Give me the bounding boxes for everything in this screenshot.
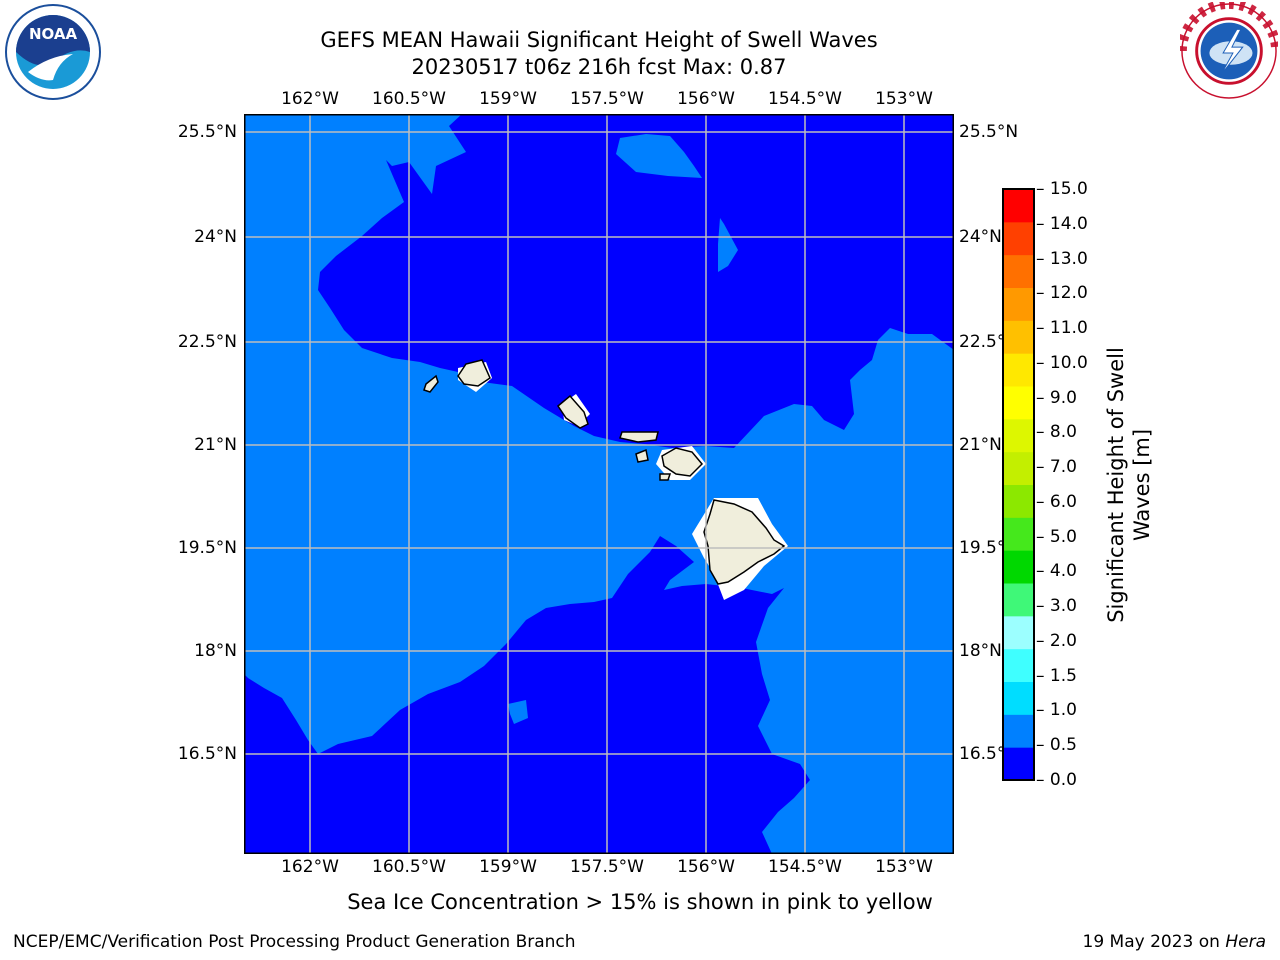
- colorbar-segment: [1003, 353, 1034, 387]
- colorbar-segment: [1003, 386, 1034, 420]
- lon-label-top: 156°W: [677, 89, 735, 109]
- swell-medium-region: [244, 114, 954, 854]
- colorbar-tick-label: – 1.5: [1036, 665, 1077, 686]
- lat-label-right: 21°N: [959, 435, 1002, 455]
- colorbar-segment: [1003, 189, 1034, 223]
- lat-label-right: 25.5°N: [959, 122, 1019, 142]
- svg-text:NOAA: NOAA: [29, 25, 78, 43]
- colorbar-segment: [1003, 550, 1034, 584]
- noaa-logo: NOAA: [5, 4, 101, 100]
- colorbar-tick-label: – 4.0: [1036, 561, 1077, 582]
- lon-label-top: 154.5°W: [768, 89, 842, 109]
- lat-label-left: 19.5°N: [177, 538, 237, 558]
- colorbar-tick-label: – 1.0: [1036, 700, 1077, 721]
- lon-label-top: 162°W: [281, 89, 339, 109]
- colorbar-segment: [1003, 681, 1034, 715]
- footer-host: Hera: [1225, 932, 1266, 952]
- wave-height-map: [244, 114, 954, 854]
- colorbar-tick-label: – 9.0: [1036, 387, 1077, 408]
- lon-label-bottom: 153°W: [875, 857, 933, 877]
- colorbar-segment: [1003, 418, 1034, 453]
- chart-title: GEFS MEAN Hawaii Significant Height of S…: [320, 28, 878, 52]
- colorbar: [1002, 188, 1035, 781]
- colorbar-tick-label: – 14.0: [1036, 213, 1088, 234]
- lat-label-left: 16.5°N: [177, 744, 237, 764]
- footer-credit: NCEP/EMC/Verification Post Processing Pr…: [13, 932, 576, 952]
- colorbar-segment: [1003, 287, 1034, 321]
- colorbar-segment: [1003, 583, 1034, 617]
- footer-date: 19 May 2023 on Hera: [1082, 932, 1267, 952]
- colorbar-tick-label: – 10.0: [1036, 352, 1088, 373]
- colorbar-label: Significant Height of Swell Waves [m]: [1104, 347, 1154, 623]
- colorbar-segment: [1003, 747, 1034, 781]
- lon-label-top: 157.5°W: [570, 89, 644, 109]
- lon-label-bottom: 156°W: [677, 857, 735, 877]
- national-weather-service-logo: [1180, 2, 1278, 99]
- lat-label-left: 18°N: [194, 641, 237, 661]
- lat-label-left: 24°N: [194, 227, 237, 247]
- colorbar-tick-label: – 0.0: [1036, 770, 1077, 790]
- colorbar-tick-label: – 15.0: [1036, 179, 1088, 199]
- lat-label-right: 18°N: [959, 641, 1002, 661]
- island-oahu: [557, 394, 589, 429]
- lon-label-top: 153°W: [875, 89, 933, 109]
- lon-label-bottom: 159°W: [479, 857, 537, 877]
- colorbar-segment: [1003, 254, 1034, 288]
- colorbar-tick-label: – 3.0: [1036, 596, 1077, 617]
- colorbar-tick-label: – 2.0: [1036, 630, 1077, 651]
- island-kauai: [457, 359, 491, 387]
- colorbar-tick-label: – 8.0: [1036, 422, 1077, 443]
- colorbar-tick-label: – 0.5: [1036, 735, 1077, 756]
- island-molokai: [619, 431, 659, 443]
- colorbar-segment: [1003, 714, 1034, 748]
- colorbar-segment: [1003, 648, 1034, 682]
- colorbar-tick-label: – 12.0: [1036, 283, 1088, 304]
- colorbar-tick-label: – 13.0: [1036, 248, 1088, 269]
- graticule: [244, 114, 954, 854]
- chart-subtitle: 20230517 t06z 216h fcst Max: 0.87: [411, 55, 787, 79]
- hawaiian-islands: [423, 359, 786, 585]
- lon-label-bottom: 160.5°W: [372, 857, 446, 877]
- island-niihau: [423, 374, 439, 393]
- colorbar-segment: [1003, 221, 1034, 256]
- colorbar-tick-label: – 6.0: [1036, 491, 1077, 512]
- lon-label-bottom: 162°W: [281, 857, 339, 877]
- island-kahoolawe: [659, 473, 672, 481]
- colorbar-segment: [1003, 517, 1034, 551]
- lon-label-bottom: 154.5°W: [768, 857, 842, 877]
- swell-medium-patches: [616, 134, 702, 178]
- colorbar-segment: [1003, 484, 1034, 518]
- lat-label-left: 21°N: [194, 435, 237, 455]
- lon-label-top: 160.5°W: [372, 89, 446, 109]
- colorbar-segment: [1003, 451, 1034, 485]
- island-maui: [661, 447, 704, 477]
- colorbar-tick-label: – 5.0: [1036, 526, 1077, 547]
- map-frame: [244, 114, 954, 854]
- lat-label-left: 22.5°N: [177, 332, 237, 352]
- lat-label-right: 24°N: [959, 227, 1002, 247]
- colorbar-tick-label: – 7.0: [1036, 457, 1077, 478]
- lon-label-top: 159°W: [479, 89, 537, 109]
- lon-label-bottom: 157.5°W: [570, 857, 644, 877]
- lat-label-left: 25.5°N: [177, 122, 237, 142]
- island-lanai: [635, 448, 649, 463]
- colorbar-segment: [1003, 615, 1034, 650]
- colorbar-segment: [1003, 320, 1034, 354]
- colorbar-tick-label: – 11.0: [1036, 318, 1088, 339]
